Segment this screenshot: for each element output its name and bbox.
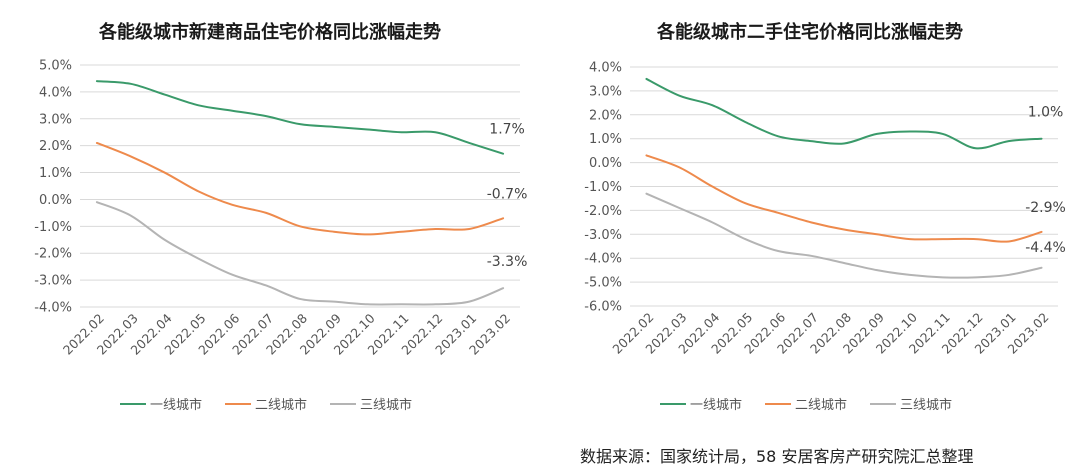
y-tick-label: -2.0% <box>34 247 72 262</box>
y-tick-label: -5.0% <box>584 276 622 291</box>
chart-svg-resale-homes: 各能级城市二手住宅价格同比涨幅走势 4.0% 3.0% 2.0% 1.0% 0.0% -1.… <box>584 21 1066 413</box>
y-tick-label: 3.0% <box>589 84 622 99</box>
legend-label: 一线城市 <box>690 397 742 413</box>
series-line-3 <box>645 192 1043 279</box>
y-tick-label: 4.0% <box>39 85 72 100</box>
chart-title: 各能级城市新建商品住宅价格同比涨幅走势 <box>98 21 441 43</box>
data-label-end: -3.3% <box>487 254 528 270</box>
legend-label: 二线城市 <box>795 397 847 413</box>
y-tick-label: -4.0% <box>34 301 72 316</box>
source-note: 数据来源：国家统计局，58 安居客房产研究院汇总整理 <box>580 447 974 466</box>
series-line-1 <box>95 80 505 155</box>
y-tick-label: -4.0% <box>584 252 622 267</box>
data-label-end: -2.9% <box>1025 200 1066 216</box>
chart-panel-resale-homes: 各能级城市二手住宅价格同比涨幅走势 4.0% 3.0% 2.0% 1.0% 0.0% -1.… <box>540 0 1080 430</box>
legend-label: 一线城市 <box>150 397 202 413</box>
y-tick-label: 1.0% <box>39 166 72 181</box>
y-tick-label: 0.0% <box>39 193 72 208</box>
series-line-1 <box>645 77 1043 150</box>
y-tick-label: -1.0% <box>584 180 622 195</box>
y-tick-label: 1.0% <box>589 132 622 147</box>
chart-svg-new-homes: 各能级城市新建商品住宅价格同比涨幅走势 5.0% 4.0% 3.0% 2.0% 1.0% 0… <box>34 21 528 413</box>
series-line-3 <box>95 201 505 306</box>
data-label-end: -0.7% <box>487 186 528 202</box>
data-label-end: 1.0% <box>1028 105 1064 121</box>
y-tick-label: 2.0% <box>39 139 72 154</box>
series-line-2 <box>95 141 505 236</box>
y-tick-label: 0.0% <box>589 156 622 171</box>
chart-title: 各能级城市二手住宅价格同比涨幅走势 <box>656 21 963 43</box>
chart-panel-new-homes: 各能级城市新建商品住宅价格同比涨幅走势 5.0% 4.0% 3.0% 2.0% 1.0% 0… <box>0 0 540 430</box>
y-tick-label: 4.0% <box>589 61 622 76</box>
y-tick-label: -3.0% <box>584 228 622 243</box>
y-tick-label: 3.0% <box>39 112 72 127</box>
data-label-end: 1.7% <box>489 122 525 138</box>
y-tick-label: -6.0% <box>584 300 622 315</box>
series-line-2 <box>645 154 1043 243</box>
legend-label: 三线城市 <box>360 397 412 413</box>
y-tick-label: -2.0% <box>584 204 622 219</box>
data-label-end: -4.4% <box>1025 240 1066 256</box>
legend-label: 三线城市 <box>900 397 952 413</box>
y-tick-label: 2.0% <box>589 108 622 123</box>
y-tick-label: -3.0% <box>34 274 72 289</box>
legend-label: 二线城市 <box>255 397 307 413</box>
y-tick-label: 5.0% <box>39 59 72 74</box>
y-tick-label: -1.0% <box>34 220 72 235</box>
